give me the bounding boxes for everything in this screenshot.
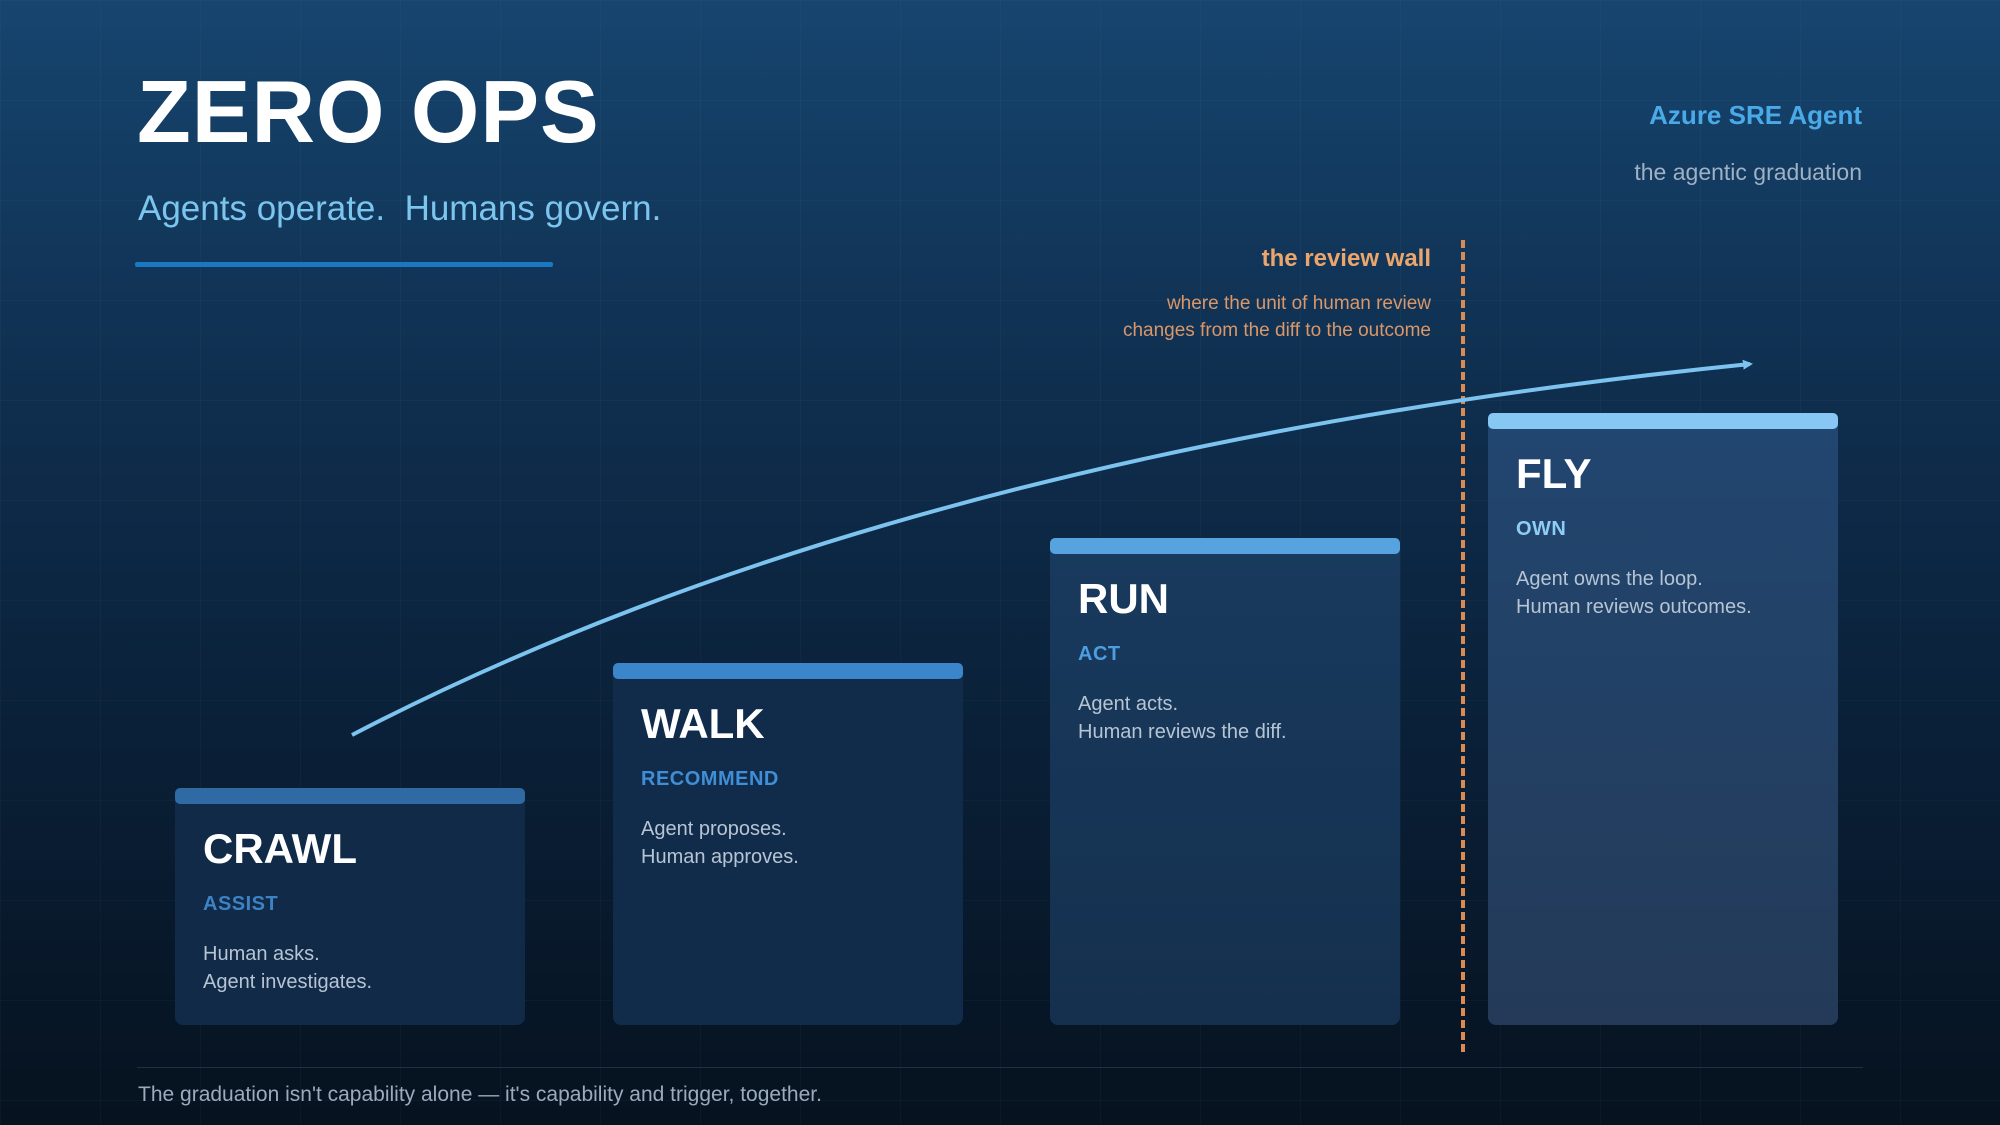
page-title: ZERO OPS [137,62,600,161]
title-underline [135,262,553,267]
brand-name: Azure SRE Agent [1649,100,1862,130]
review-wall-dashed-line [1461,240,1465,1052]
stage-accent-bar [1050,538,1400,554]
progression-arrow [351,359,1753,737]
stage-mode: ASSIST [203,893,279,915]
stage-accent-bar [175,788,525,804]
stage-desc-line: Human approves. [641,846,799,868]
stage-card-run: RUN ACT Agent acts. Human reviews the di… [1050,538,1400,1025]
review-wall-desc-line: changes from the diff to the outcome [1122,320,1431,341]
stage-mode: RECOMMEND [641,768,779,790]
page-subtitle: Agents operate. Humans govern. [138,189,662,228]
review-wall-desc-line: where the unit of human review [1166,293,1431,314]
stage-description: Agent acts. Human reviews the diff. [1078,690,1287,746]
review-wall-title: the review wall [1261,245,1431,272]
stage-card-crawl: CRAWL ASSIST Human asks. Agent investiga… [175,788,525,1025]
brand-tagline: the agentic graduation [1634,159,1862,185]
stage-name: CRAWL [203,825,357,872]
stage-description: Human asks. Agent investigates. [203,940,372,996]
stage-desc-line: Human reviews the diff. [1078,721,1287,743]
stage-mode: ACT [1078,643,1121,665]
stage-desc-line: Agent owns the loop. [1516,568,1703,590]
stage-description: Agent proposes. Human approves. [641,815,799,871]
stage-name: FLY [1516,450,1592,497]
footer-divider [137,1067,1863,1068]
stage-description: Agent owns the loop. Human reviews outco… [1516,565,1752,621]
stage-accent-bar [613,663,963,679]
stage-card-fly: FLY OWN Agent owns the loop. Human revie… [1488,413,1838,1025]
stage-mode: OWN [1516,518,1567,540]
stage-name: WALK [641,700,765,747]
stage-desc-line: Agent acts. [1078,693,1179,715]
footer-note: The graduation isn't capability alone — … [138,1083,822,1106]
stage-card-walk: WALK RECOMMEND Agent proposes. Human app… [613,663,963,1025]
stage-desc-line: Human asks. [203,943,320,965]
review-wall-description: where the unit of human review changes f… [1031,290,1431,344]
stage-accent-bar [1488,413,1838,429]
stage-name: RUN [1078,575,1169,622]
stage-desc-line: Agent investigates. [203,971,372,993]
stage-desc-line: Human reviews outcomes. [1516,596,1752,618]
stage-desc-line: Agent proposes. [641,818,787,840]
